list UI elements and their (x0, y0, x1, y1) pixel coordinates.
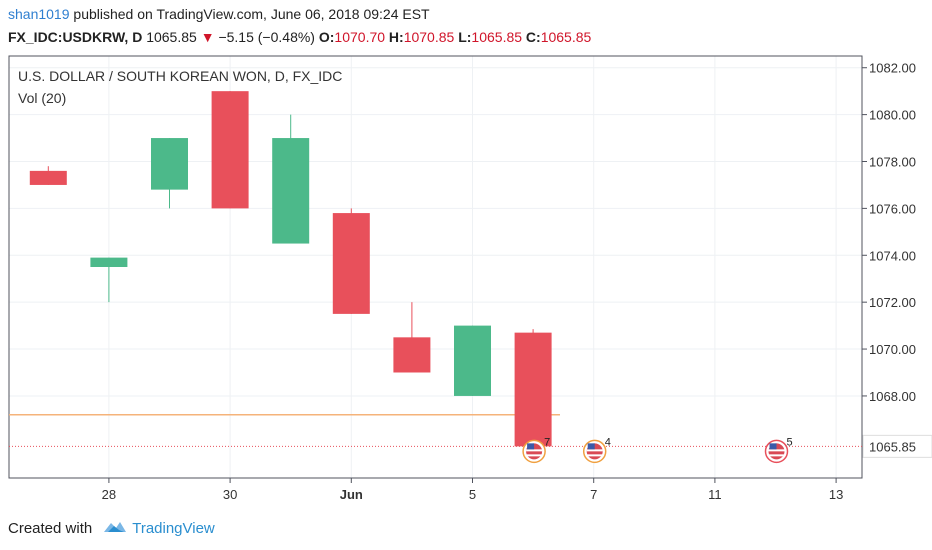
price-tick-label: 1076.00 (869, 201, 916, 216)
price-tick-label: 1074.00 (869, 248, 916, 263)
price-tick-label: 1078.00 (869, 155, 916, 170)
flag-canton (769, 443, 777, 450)
chart-title: U.S. DOLLAR / SOUTH KOREAN WON, D, FX_ID… (18, 68, 342, 84)
event-count: 7 (544, 436, 550, 448)
event-count: 5 (787, 436, 793, 448)
publish-info: shan1019 published on TradingView.com, J… (8, 6, 430, 22)
author-link[interactable]: shan1019 (8, 6, 70, 22)
time-tick-label: 28 (102, 487, 116, 502)
candle[interactable] (29, 166, 67, 185)
candle[interactable] (514, 329, 552, 447)
flag-canton (527, 443, 535, 450)
high-label: H: (388, 29, 404, 45)
us-flag-icon[interactable]: 7 (522, 436, 550, 464)
candle[interactable] (151, 138, 188, 209)
candle-body (211, 91, 249, 209)
last-price: 1065.85 (146, 29, 197, 45)
candle-body (454, 325, 491, 396)
grid-lines (9, 56, 862, 478)
flag-stripe (526, 449, 543, 452)
candle[interactable] (332, 208, 370, 314)
open-value: 1070.70 (334, 29, 386, 45)
flag-canton (587, 443, 595, 450)
time-tick-label: 5 (469, 487, 476, 502)
candle[interactable] (90, 257, 128, 303)
event-count: 4 (605, 436, 611, 448)
price-tick-label: 1072.00 (869, 295, 916, 310)
candle[interactable] (211, 91, 249, 209)
last-price-tag (862, 434, 932, 458)
high-value: 1070.85 (403, 29, 455, 45)
tradingview-cloud-icon (102, 518, 128, 538)
candle-body (151, 138, 188, 190)
candle-body (29, 170, 67, 185)
candle-body (90, 257, 128, 267)
last-price-tag-label: 1065.85 (869, 439, 916, 454)
tradingview-brand-link[interactable]: TradingView (132, 519, 215, 537)
price-tick-label: 1080.00 (869, 108, 916, 123)
ohlc-bar: FX_IDC:USDKRW, D 1065.85 ▼ −5.15 (−0.48%… (8, 29, 591, 45)
price-change: −5.15 (−0.48%) (218, 29, 315, 45)
footer: Created with TradingView (8, 518, 215, 538)
flag-stripe (768, 449, 785, 452)
candle-body (332, 213, 370, 314)
candle-body (272, 138, 310, 244)
open-label: O: (318, 29, 335, 45)
candle-body (514, 332, 552, 447)
time-tick-label: Jun (340, 487, 363, 502)
us-flag-icon[interactable]: 4 (582, 436, 611, 464)
time-tick-label: 13 (829, 487, 843, 502)
flag-stripe (586, 449, 603, 452)
price-tick-label: 1082.00 (869, 61, 916, 76)
price-tick-label: 1070.00 (869, 342, 916, 357)
time-axis[interactable]: 28 30 Jun 5 7 11 13 (102, 478, 844, 502)
candle-body (393, 337, 431, 373)
flag-stripe (586, 454, 603, 457)
price-axis[interactable]: 1082.00 1080.00 1078.00 1076.00 1074.00 1072.… (862, 61, 932, 458)
candle[interactable] (393, 302, 431, 373)
candle[interactable] (272, 114, 310, 244)
low-label: L: (458, 29, 472, 45)
down-arrow-icon: ▼ (200, 29, 215, 45)
time-tick-label: 11 (708, 487, 722, 502)
close-label: C: (525, 29, 541, 45)
candle[interactable] (454, 325, 491, 396)
time-tick-label: 7 (590, 487, 597, 502)
flag-stripe (768, 454, 785, 457)
time-tick-label: 30 (223, 487, 237, 502)
volume-indicator-label[interactable]: Vol (20) (18, 90, 66, 106)
close-value: 1065.85 (540, 29, 592, 45)
symbol-label: FX_IDC:USDKRW, D (8, 29, 143, 45)
us-flag-icon[interactable]: 5 (764, 436, 793, 464)
flag-stripe (526, 454, 543, 457)
price-tick-label: 1068.00 (869, 389, 916, 404)
created-with-text: Created with (8, 519, 93, 537)
low-value: 1065.85 (471, 29, 523, 45)
published-text: published on TradingView.com, June 06, 2… (69, 6, 430, 22)
